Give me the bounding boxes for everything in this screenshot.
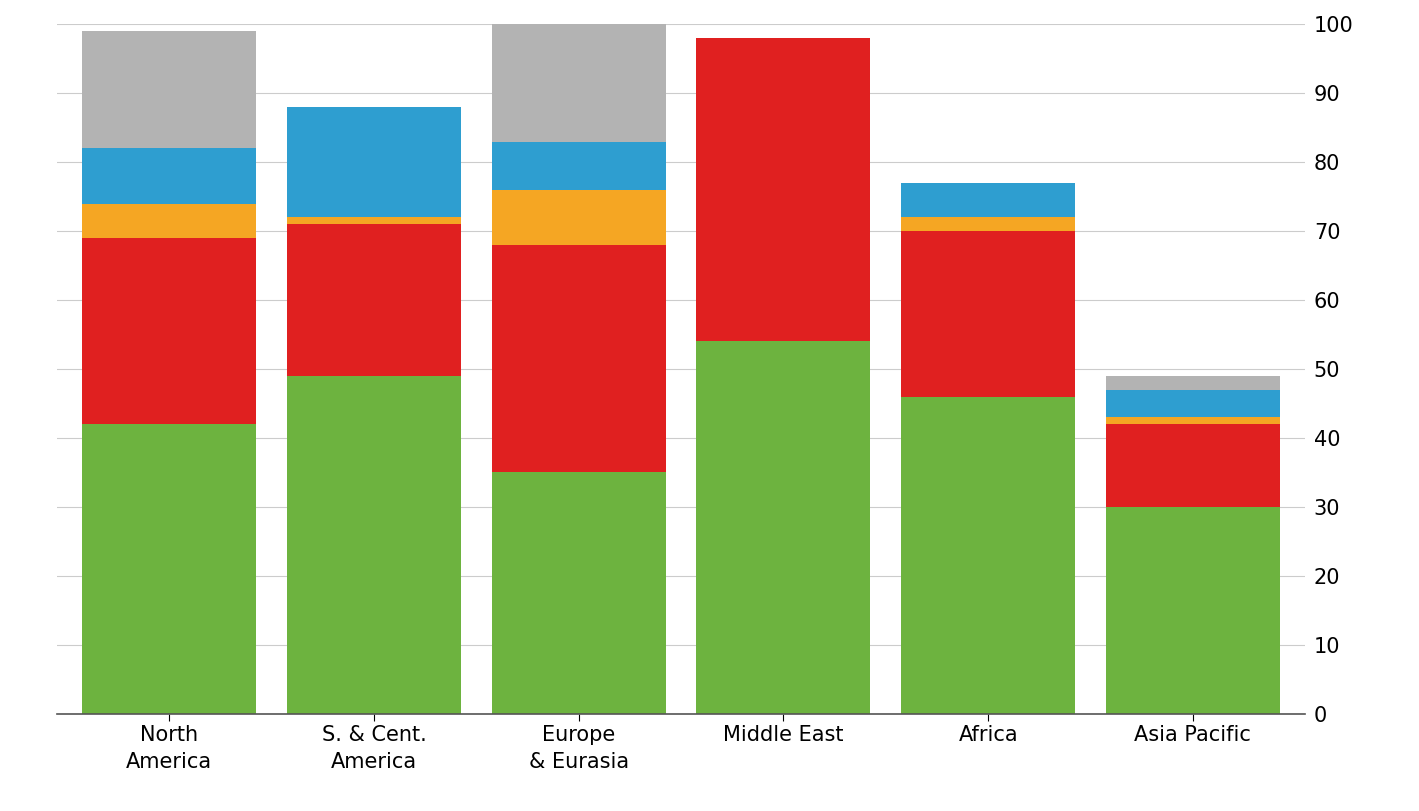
Bar	[901, 397, 1076, 714]
Bar	[1105, 417, 1280, 424]
Bar	[492, 472, 666, 714]
Bar	[82, 32, 257, 148]
Bar	[901, 217, 1076, 231]
Bar	[82, 238, 257, 424]
Bar	[492, 142, 666, 190]
Bar	[1105, 424, 1280, 507]
Bar	[1105, 376, 1280, 390]
Bar	[492, 245, 666, 472]
Bar	[287, 107, 461, 217]
Bar	[1105, 389, 1280, 417]
Bar	[901, 182, 1076, 217]
Bar	[287, 225, 461, 376]
Bar	[697, 341, 870, 714]
Bar	[697, 38, 870, 341]
Bar	[82, 424, 257, 714]
Bar	[82, 204, 257, 238]
Bar	[492, 24, 666, 142]
Bar	[492, 190, 666, 245]
Bar	[1105, 507, 1280, 714]
Bar	[82, 148, 257, 204]
Bar	[287, 217, 461, 225]
Bar	[901, 231, 1076, 397]
Bar	[287, 376, 461, 714]
